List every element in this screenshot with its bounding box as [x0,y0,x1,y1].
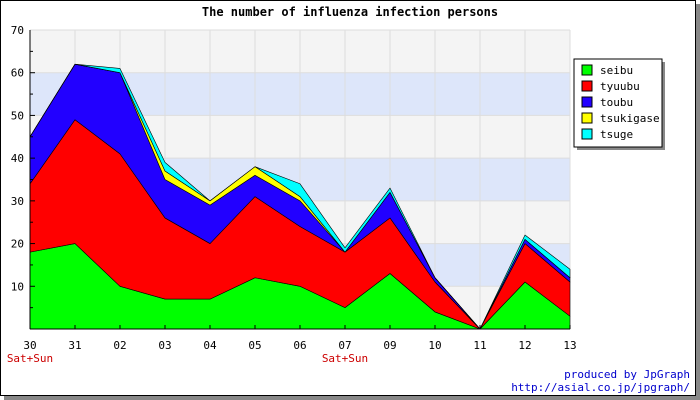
legend-swatch-toubu [581,96,593,108]
x-tick-label: 02 [113,339,126,352]
x-tick-label: 30 [23,339,36,352]
legend-label-toubu: toubu [600,96,633,109]
legend-swatch-tsukigase [581,112,593,124]
y-tick-label: 60 [11,67,24,80]
x-tick-label: 09 [383,339,396,352]
x-tick-label: 11 [473,339,486,352]
x-tick-label: 05 [248,339,261,352]
y-tick-label: 30 [11,195,24,208]
y-tick-label: 70 [11,24,24,37]
x-tick-label: 13 [563,339,576,352]
x-tick-label: 10 [428,339,441,352]
x-tick-label: 03 [158,339,171,352]
legend: seibu tyuubu toubu tsukigase tsuge [573,58,665,150]
weekend-label: Sat+Sun [7,352,53,365]
x-tick-label: 12 [518,339,531,352]
legend-label-tyuubu: tyuubu [600,80,640,93]
x-tick-label: 31 [68,339,81,352]
legend-label-tsukigase: tsukigase [600,112,660,125]
legend-swatch-tyuubu [581,80,593,92]
credit-line-1: produced by JpGraph [564,368,690,381]
x-tick-label: 06 [293,339,306,352]
legend-label-seibu: seibu [600,64,633,77]
chart-title: The number of influenza infection person… [202,5,498,19]
axes [29,30,571,330]
x-tick-label: 07 [338,339,351,352]
legend-swatch-tsuge [581,128,593,140]
weekend-label: Sat+Sun [322,352,368,365]
y-tick-label: 20 [11,238,24,251]
x-tick-label: 04 [203,339,217,352]
credit-url[interactable]: http://asial.co.jp/jpgraph/ [511,381,690,394]
series-area-tsuge [29,63,571,330]
legend-swatch-seibu [581,64,593,76]
legend-label-tsuge: tsuge [600,128,633,141]
y-tick-label: 50 [11,109,24,122]
y-tick-label: 10 [11,280,24,293]
y-tick-label: 40 [11,152,24,165]
